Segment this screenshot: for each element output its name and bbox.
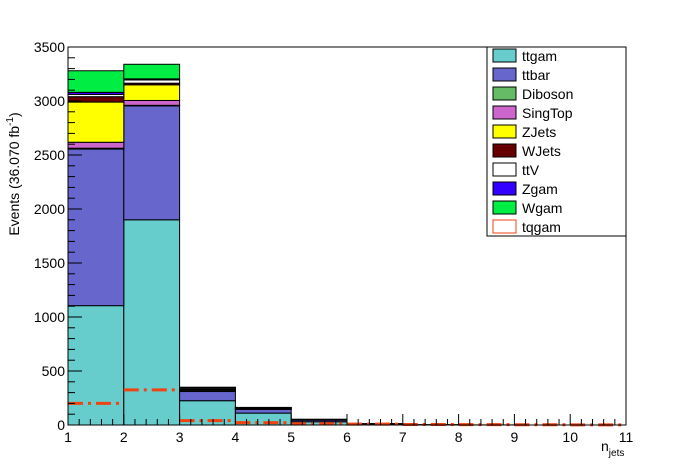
legend-swatch-diboson: [492, 86, 517, 101]
legend-swatch-zgam: [492, 181, 517, 196]
x-axis-title-main: n: [601, 438, 609, 454]
bar-zjets-bin-2: [123, 84, 181, 101]
x-tick-label-1: 1: [64, 429, 72, 445]
x-tick-label-5: 5: [287, 429, 295, 445]
y-axis-title-sup: -1: [5, 117, 16, 126]
bar-zjets-bin-1: [67, 101, 125, 143]
legend-label-ttgam: ttgam: [522, 48, 557, 64]
legend-label-diboson: Diboson: [522, 86, 573, 102]
bar-ttbar-bin-3: [179, 391, 236, 402]
legend-swatch-singtop: [492, 105, 517, 120]
y-axis-title: Events (36.070 fb-1): [5, 112, 22, 235]
legend-label-wgam: Wgam: [522, 200, 562, 216]
legend-label-ttv: ttV: [522, 162, 540, 178]
x-axis-title-sub: jets: [608, 448, 625, 459]
y-tick-label-2000: 2000: [34, 201, 65, 217]
bar-ttbar-bin-1: [67, 148, 125, 307]
x-tick-label-2: 2: [120, 429, 128, 445]
x-tick-label-6: 6: [343, 429, 351, 445]
legend-swatch-ttbar: [492, 67, 517, 82]
legend-swatch-ttv: [492, 162, 517, 177]
y-tick-label-1000: 1000: [34, 309, 65, 325]
bar-ttbar-bin-4: [234, 408, 292, 414]
y-tick-label-1500: 1500: [34, 255, 65, 271]
bar-singtop-bin-1: [67, 141, 125, 149]
bar-ttgam-bin-1: [67, 305, 125, 426]
bar-wgam-bin-2: [123, 63, 181, 80]
legend-swatch-tqgam: [492, 219, 517, 234]
y-tick-label-3500: 3500: [34, 39, 65, 55]
legend-swatch-wjets: [492, 143, 517, 158]
x-tick-label-3: 3: [176, 429, 184, 445]
legend: ttgam ttbar Diboson SingTop ZJets WJets ttV Zga…: [486, 46, 627, 237]
y-tick-label-500: 500: [42, 363, 66, 379]
x-tick-label-4: 4: [232, 429, 240, 445]
y-axis-title-tail: ): [6, 112, 22, 117]
legend-swatch-ttgam: [492, 48, 517, 63]
axis-layer: 0 500 1000 1500 2000 2500 3000 3500 1 2 3 4 5 6 7 8 9 10 1…: [34, 39, 634, 445]
bar-singtop-bin-2: [123, 99, 181, 106]
x-tick-label-11: 11: [619, 429, 634, 445]
legend-label-singtop: SingTop: [522, 105, 573, 121]
y-tick-label-3000: 3000: [34, 93, 65, 109]
y-axis-title-main: Events (36.070 fb: [6, 126, 22, 236]
x-axis-title: njets: [601, 438, 624, 459]
legend-label-tqgam: tqgam: [522, 219, 561, 235]
x-tick-label-8: 8: [455, 429, 463, 445]
legend-swatch-zjets: [492, 124, 517, 139]
x-tick-label-7: 7: [399, 429, 407, 445]
bar-ttgam-bin-2: [123, 219, 181, 426]
legend-swatch-wgam: [492, 200, 517, 215]
x-tick-label-10: 10: [562, 429, 578, 445]
bar-wgam-bin-1: [67, 70, 125, 93]
y-tick-label-0: 0: [57, 417, 65, 433]
x-tick-label-9: 9: [511, 429, 519, 445]
legend-label-wjets: WJets: [522, 143, 561, 159]
y-tick-label-2500: 2500: [34, 147, 65, 163]
bar-ttbar-bin-2: [123, 105, 181, 221]
legend-label-ttbar: ttbar: [522, 67, 550, 83]
legend-label-zgam: Zgam: [522, 181, 558, 197]
legend-label-zjets: ZJets: [522, 124, 556, 140]
